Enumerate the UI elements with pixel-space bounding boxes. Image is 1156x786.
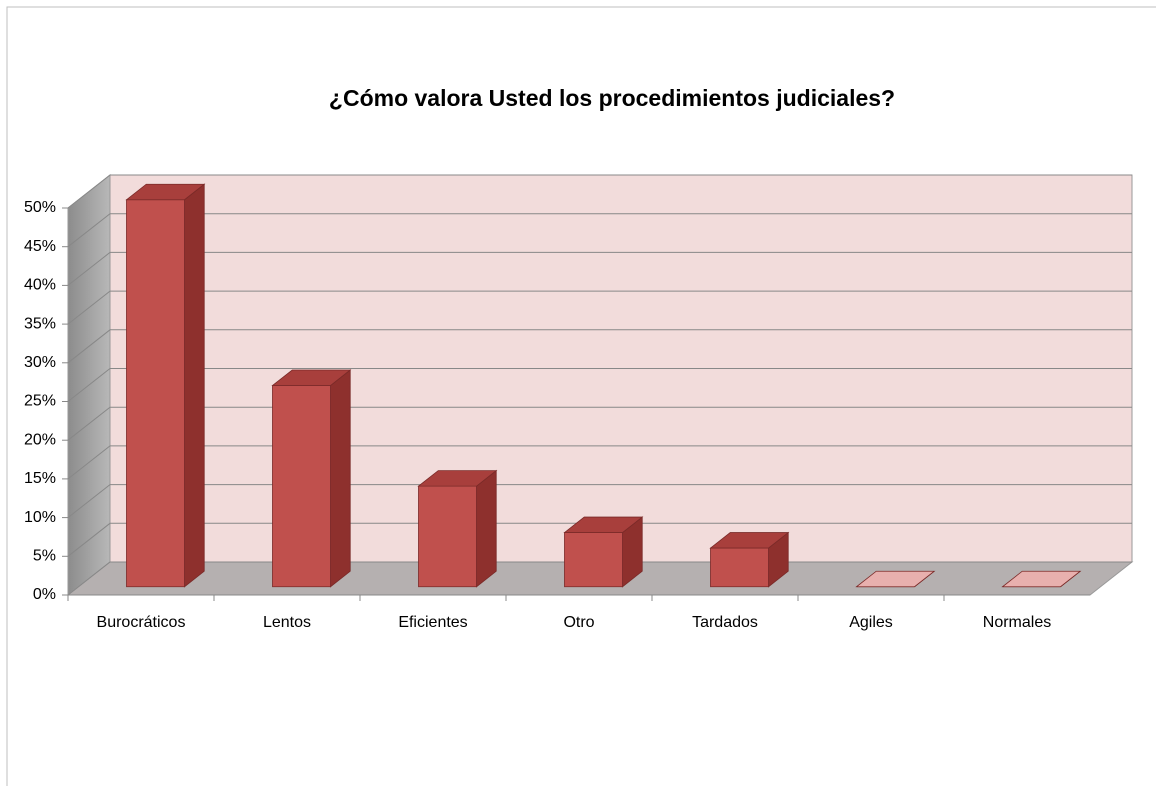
bar-front — [272, 385, 331, 588]
grid-line — [67, 251, 1132, 286]
x-tick-label: Eficientes — [398, 614, 467, 631]
grid-line — [67, 484, 1132, 518]
x-tick-label: Agiles — [849, 614, 893, 631]
grid-line — [67, 368, 1132, 402]
bar-top — [855, 570, 936, 588]
bar-side — [330, 369, 351, 588]
bar — [417, 469, 498, 588]
x-tick-label: Tardados — [692, 614, 758, 631]
y-tick-label: 45% — [24, 238, 56, 255]
x-tick-label: Lentos — [263, 614, 311, 631]
y-tick-label: 25% — [24, 393, 56, 410]
grid-line — [67, 290, 1132, 325]
grid-line — [67, 329, 1132, 364]
y-tick-label: 5% — [33, 548, 56, 565]
y-tick-label: 35% — [24, 315, 56, 332]
bar-top — [125, 183, 206, 201]
bar — [563, 516, 644, 588]
grid-line — [67, 445, 1132, 480]
y-tick-label: 10% — [24, 509, 56, 526]
grid-line — [67, 174, 1132, 209]
bar-top — [271, 369, 352, 386]
grid-line — [67, 522, 1132, 557]
bar-side — [184, 183, 205, 588]
bar-front — [126, 199, 185, 588]
bar-top — [709, 532, 790, 549]
y-tick-label: 30% — [24, 354, 56, 371]
bar-top — [1001, 570, 1082, 588]
y-tick-label: 15% — [24, 470, 56, 487]
grid-line — [67, 406, 1132, 441]
bar — [1001, 570, 1082, 588]
bar — [709, 531, 790, 588]
bar — [855, 570, 936, 588]
bar — [271, 369, 352, 588]
bar — [125, 183, 206, 588]
x-tick-label: Burocráticos — [97, 614, 186, 631]
bar-front — [418, 485, 477, 588]
x-tick-label: Otro — [563, 614, 594, 631]
y-tick-label: 50% — [24, 199, 56, 216]
bar-top — [417, 470, 498, 487]
bar-front — [710, 547, 769, 588]
y-tick-label: 0% — [33, 586, 56, 603]
y-tick-label: 20% — [24, 431, 56, 448]
chart-title: ¿Cómo valora Usted los procedimientos ju… — [329, 85, 895, 111]
bar-top — [563, 516, 644, 533]
bar-side — [476, 469, 497, 588]
x-tick-label: Normales — [983, 614, 1051, 631]
grid-line — [67, 213, 1132, 248]
y-tick-label: 40% — [24, 277, 56, 294]
grid-line — [67, 561, 1132, 596]
frame — [6, 6, 1156, 786]
bar-front — [564, 532, 623, 588]
